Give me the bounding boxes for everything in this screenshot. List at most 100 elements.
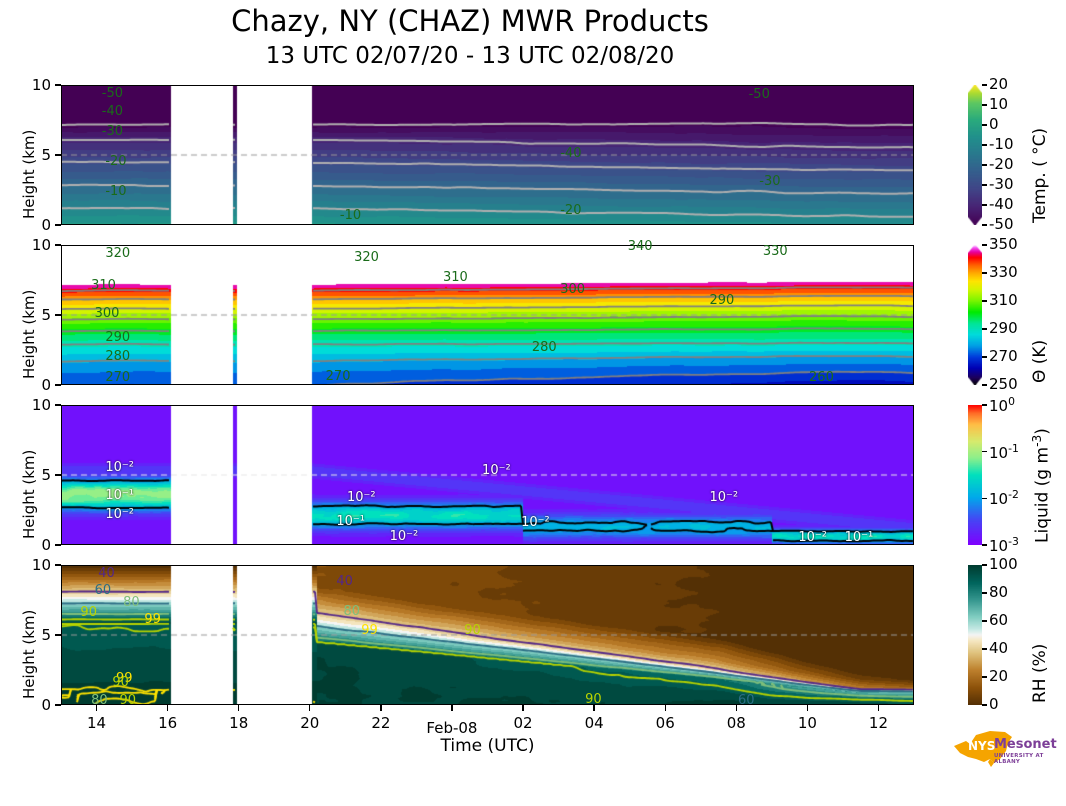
contour-label: 300 <box>560 282 586 298</box>
x-tick-mark <box>735 705 737 711</box>
colorbar-tick-label: 20 <box>989 75 1009 93</box>
x-tick-label: 10 <box>797 714 817 732</box>
colorbar-tick-label: -30 <box>989 175 1014 193</box>
colorbar-tick-label: 10-1 <box>989 441 1019 462</box>
colorbar-tick-mark <box>982 704 987 706</box>
colorbar-tick-label: 0 <box>989 695 999 713</box>
contour-label: -20 <box>105 154 127 170</box>
colorbar-tick-label: 20 <box>989 667 1009 685</box>
y-tick-label: 10 <box>31 556 51 574</box>
y-tick-label: 0 <box>41 536 51 554</box>
contour-label: -40 <box>101 104 123 119</box>
y-axis-label: Height (km) <box>20 129 38 219</box>
contour-label: 320 <box>354 250 379 265</box>
y-tick-label: 5 <box>41 146 51 164</box>
contour-label: 60 <box>737 693 755 709</box>
contour-label: 10⁻² <box>105 506 134 522</box>
y-tick-label: 0 <box>41 376 51 394</box>
x-tick-label: 14 <box>86 714 107 732</box>
contour-label: 10⁻² <box>521 515 550 530</box>
contour-label: -40 <box>560 146 582 161</box>
colorbar-tick-mark <box>982 204 987 206</box>
colorbar-axis-label-liquid_water: Liquid (g m-3) <box>1030 428 1053 543</box>
y-tick-mark <box>55 384 61 386</box>
y-tick-mark <box>55 244 61 246</box>
contour-label: 10⁻¹ <box>105 488 134 504</box>
colorbar-potential_temperature <box>968 245 982 385</box>
x-tick-label: 06 <box>655 714 675 732</box>
contour-label: -30 <box>101 123 123 139</box>
contour-label: 310 <box>442 269 468 285</box>
colorbar-tick-label: 60 <box>989 611 1009 629</box>
contour-label: 330 <box>762 244 788 260</box>
contour-label: 260 <box>809 370 834 386</box>
colorbar-tick-label: 80 <box>989 583 1009 601</box>
colorbar-tick-mark <box>982 84 987 86</box>
plot-canvas-relative_humidity <box>61 565 914 705</box>
y-tick-label: 5 <box>41 306 51 324</box>
x-tick-mark <box>451 705 453 711</box>
colorbar-tick-mark <box>982 592 987 594</box>
y-axis-label: Height (km) <box>20 289 38 379</box>
panel-frame-temperature <box>61 85 914 225</box>
contour-label: 270 <box>105 370 131 386</box>
colorbar-temperature <box>968 85 982 225</box>
y-tick-label: 10 <box>31 76 51 94</box>
contour-label: 10⁻² <box>389 529 419 544</box>
x-tick-label: Feb-08 <box>426 719 478 737</box>
logo-university-text: UNIVERSITY AT ALBANY <box>994 753 1044 765</box>
x-tick-label: 08 <box>726 714 746 732</box>
y-tick-mark <box>55 154 61 156</box>
colorbar-tick-label: 330 <box>989 263 1018 281</box>
colorbar-tick-label: 0 <box>989 115 999 133</box>
x-tick-mark <box>664 705 666 711</box>
colorbar-tick-mark <box>982 356 987 358</box>
x-tick-label: 18 <box>229 714 249 732</box>
contour-label: 90 <box>585 691 602 707</box>
panel-frame-relative_humidity <box>61 565 914 705</box>
colorbar-tick-label: 270 <box>989 347 1018 365</box>
colorbar-tick-mark <box>982 451 987 453</box>
panel-temperature: -50 -40 -30 -20 -10 -10 -20 -40 -50 -30 <box>61 85 914 225</box>
colorbar-tick-mark <box>982 544 987 546</box>
y-tick-label: 5 <box>41 466 51 484</box>
colorbar-tick-label: -20 <box>989 155 1014 173</box>
contour-label: 90 <box>119 693 137 709</box>
plot-canvas-liquid_water <box>61 405 914 545</box>
y-tick-mark <box>55 404 61 406</box>
contour-label: 80 <box>343 603 360 619</box>
panel-frame-potential_temperature <box>61 245 914 385</box>
x-tick-label: 20 <box>300 714 320 732</box>
colorbar-tick-mark <box>982 224 987 226</box>
x-tick-mark <box>309 705 311 711</box>
contour-label: 90 <box>112 675 129 690</box>
y-tick-mark <box>55 84 61 86</box>
y-tick-mark <box>55 634 61 636</box>
colorbar-tick-mark <box>982 300 987 302</box>
x-tick-mark <box>593 705 595 711</box>
logo-nys-text: NYS <box>968 739 996 753</box>
contour-label: -20 <box>560 203 582 219</box>
x-tick-mark <box>238 705 240 711</box>
x-tick-mark <box>166 705 169 711</box>
y-tick-mark <box>55 474 61 476</box>
plot-canvas-temperature <box>61 85 914 225</box>
logo-mesonet-text: Mesonet <box>994 737 1057 752</box>
colorbar-tick-label: 100 <box>989 395 1015 415</box>
colorbar-tick-mark <box>982 404 987 406</box>
contour-label: 99 <box>115 670 133 686</box>
colorbar-tick-mark <box>982 164 987 166</box>
contour-label: 280 <box>105 349 131 365</box>
colorbar-tick-label: 290 <box>989 319 1018 337</box>
contour-label: 340 <box>627 238 653 254</box>
x-tick-label: 12 <box>868 714 888 732</box>
x-tick-label: 04 <box>584 714 604 732</box>
contour-label: 99 <box>144 612 161 627</box>
contour-label: -50 <box>101 85 123 101</box>
colorbar-gradient-liquid_water <box>968 405 982 545</box>
colorbar-tick-mark <box>982 648 987 650</box>
x-tick-mark <box>522 705 524 711</box>
colorbar-tick-mark <box>982 676 987 678</box>
contour-label: -10 <box>105 183 127 199</box>
contour-label: 80 <box>91 693 108 709</box>
